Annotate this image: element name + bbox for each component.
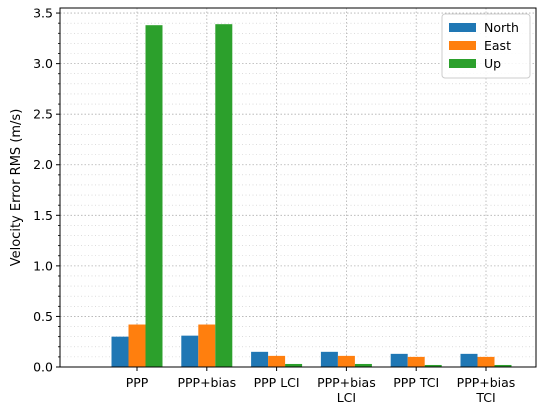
x-tick-label: PPP+bias xyxy=(317,375,376,390)
bar-up xyxy=(494,364,512,367)
y-axis-label: Velocity Error RMS (m/s) xyxy=(9,109,24,267)
bar-up xyxy=(354,363,372,367)
bar-north xyxy=(320,351,338,367)
bar-up xyxy=(215,24,233,368)
y-tick-label: 2.5 xyxy=(33,107,53,122)
legend-label-east: East xyxy=(484,38,511,53)
y-tick-label: 1.0 xyxy=(33,258,53,273)
bar-north xyxy=(251,351,269,367)
bar-up xyxy=(145,25,163,367)
legend-label-up: Up xyxy=(484,56,501,71)
bar-east xyxy=(337,355,355,367)
bar-east xyxy=(128,324,146,367)
y-tick-label: 0.5 xyxy=(33,309,53,324)
y-tick-label: 3.0 xyxy=(33,56,53,71)
bar-east xyxy=(198,324,216,367)
x-tick-label: LCI xyxy=(337,390,356,405)
bar-east xyxy=(477,356,495,367)
bar-north xyxy=(181,335,199,367)
bar-north xyxy=(390,353,408,367)
legend-swatch-east xyxy=(449,41,476,50)
bar-north xyxy=(460,353,478,367)
legend-label-north: North xyxy=(484,20,519,35)
bar-east xyxy=(268,355,286,367)
bar-east xyxy=(407,356,425,367)
y-tick-label: 0.0 xyxy=(33,360,53,375)
x-tick-label: PPP+bias xyxy=(457,375,516,390)
x-tick-label: PPP TCI xyxy=(393,375,439,390)
legend-swatch-north xyxy=(449,23,476,32)
axes: 0.0 0.5 1.0 1.5 2.0 2.5 3.0 3.5 PPP PPP+bias PPP L… xyxy=(33,6,515,405)
y-tick-label: 3.5 xyxy=(33,6,53,21)
grid xyxy=(60,8,536,368)
x-tick-label: PPP LCI xyxy=(254,375,300,390)
x-tick-label: PPP xyxy=(126,375,149,390)
bar-up xyxy=(285,363,303,367)
plot-frame xyxy=(59,7,537,368)
legend: North East Up xyxy=(441,13,531,79)
bars xyxy=(111,24,512,368)
legend-swatch-up xyxy=(449,59,476,68)
x-tick-label: PPP+bias xyxy=(177,375,236,390)
bar-north xyxy=(111,336,129,367)
bar-up xyxy=(424,364,442,367)
x-tick-label: TCI xyxy=(475,390,495,405)
y-tick-label: 1.5 xyxy=(33,208,53,223)
y-tick-label: 2.0 xyxy=(33,157,53,172)
